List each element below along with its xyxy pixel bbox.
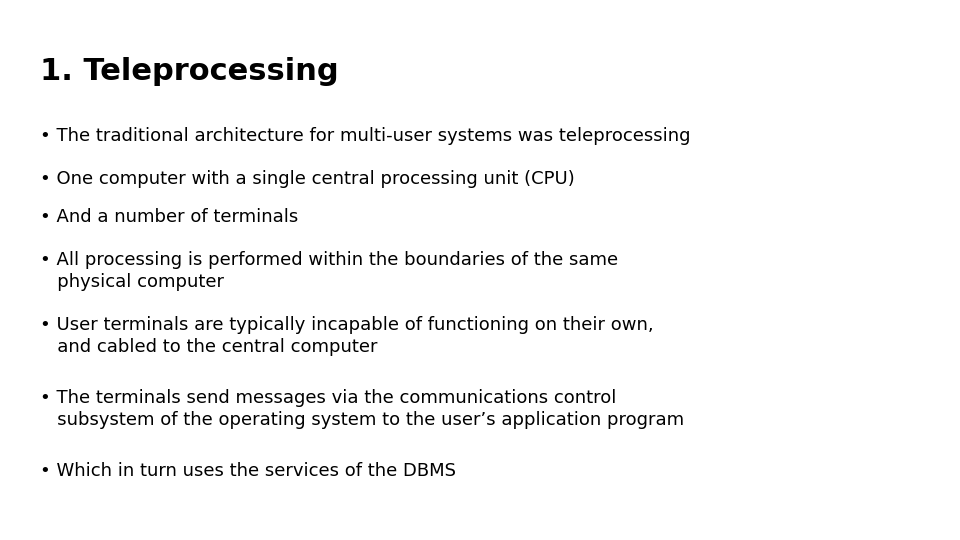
Text: • All processing is performed within the boundaries of the same
   physical comp: • All processing is performed within the… [40, 251, 618, 291]
Text: • The terminals send messages via the communications control
   subsystem of the: • The terminals send messages via the co… [40, 389, 684, 429]
Text: • The traditional architecture for multi-user systems was teleprocessing: • The traditional architecture for multi… [40, 127, 691, 145]
Text: • User terminals are typically incapable of functioning on their own,
   and cab: • User terminals are typically incapable… [40, 316, 654, 356]
Text: • Which in turn uses the services of the DBMS: • Which in turn uses the services of the… [40, 462, 456, 480]
Text: • And a number of terminals: • And a number of terminals [40, 208, 299, 226]
Text: 1. Teleprocessing: 1. Teleprocessing [40, 57, 339, 86]
Text: • One computer with a single central processing unit (CPU): • One computer with a single central pro… [40, 170, 575, 188]
